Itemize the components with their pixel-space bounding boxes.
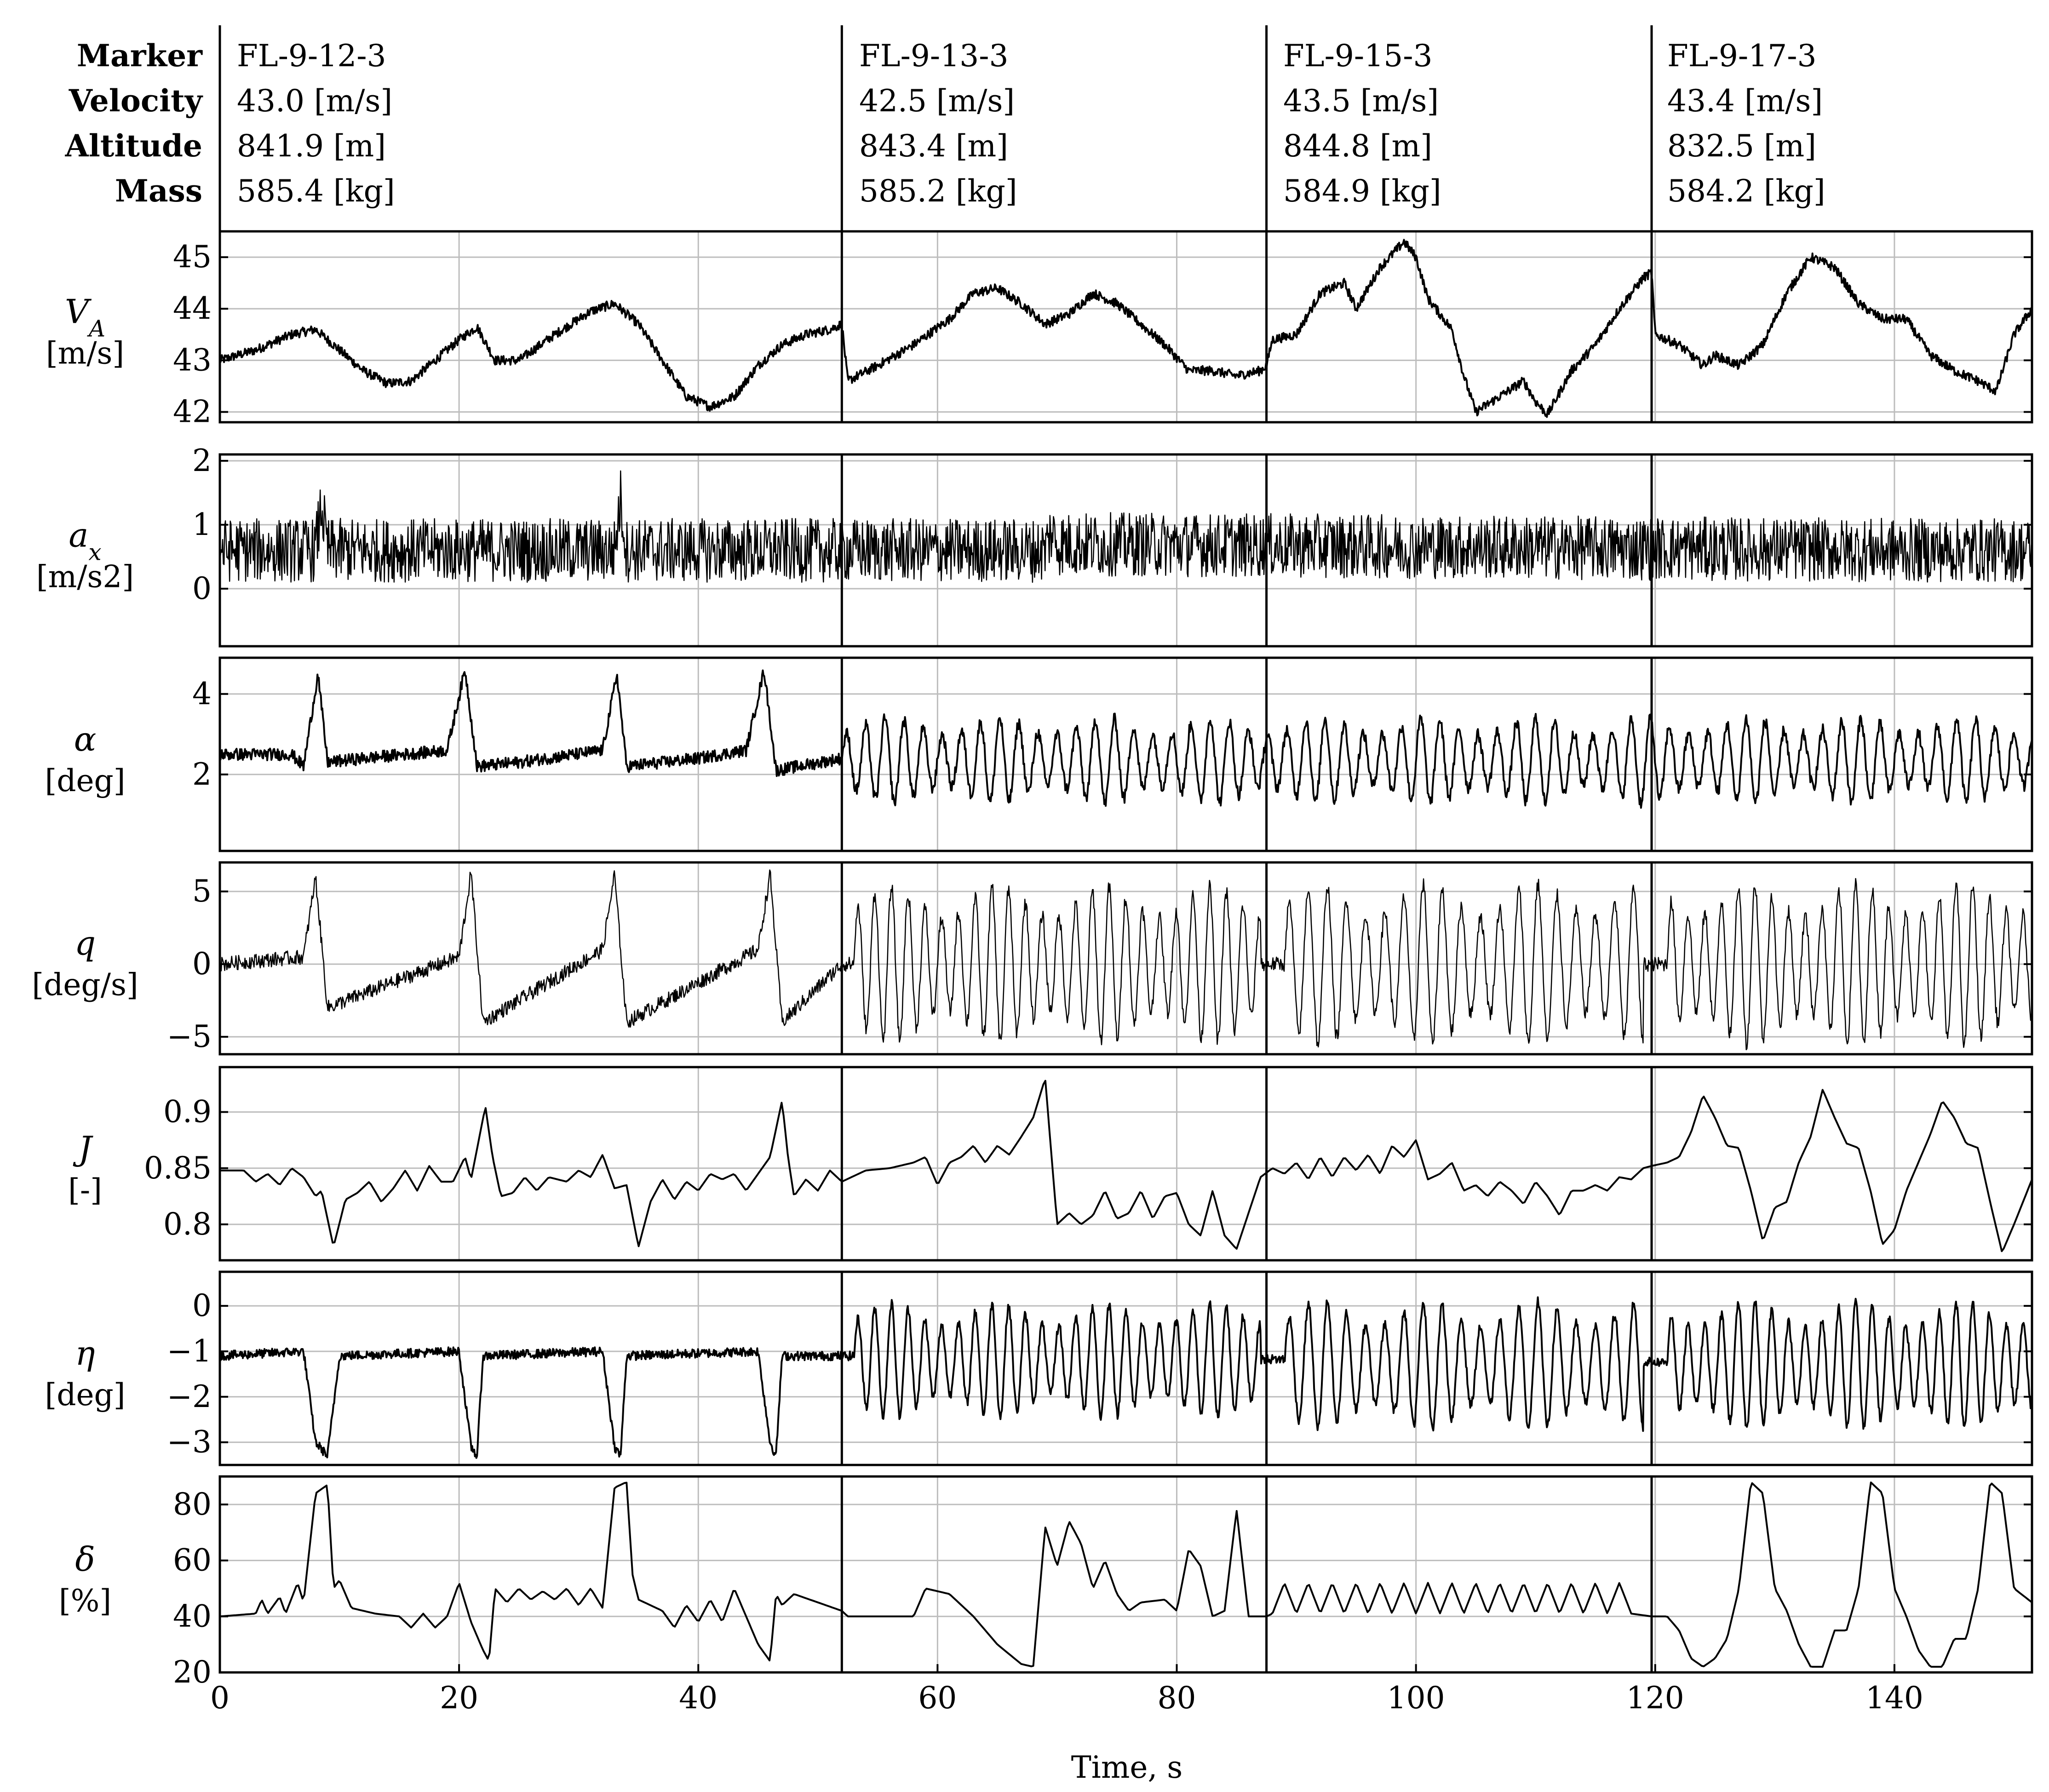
x-tick-label: 0 [210,1680,230,1716]
y-tick-label: −2 [167,1379,212,1414]
y-tick-label: 0.9 [163,1094,212,1130]
x-tick-label: 120 [1626,1680,1684,1716]
y-tick-label: 2 [192,757,212,792]
x-tick-label: 140 [1865,1680,1923,1716]
y-tick-label: 20 [173,1654,212,1690]
y-tick-label: 60 [173,1543,212,1578]
y-axis-symbol: δ [75,1540,95,1579]
x-axis: 0 20 40 60 80 100 120 140 [210,1664,1923,1716]
series-line [219,869,2033,1051]
header-altitude-value: 843.4 [m] [859,128,1008,164]
y-tick-label: −5 [167,1019,212,1054]
y-axis-symbol: J [73,1129,94,1168]
y-axis-unit: [deg] [45,1377,125,1413]
y-tick-label: 0 [192,946,212,982]
y-tick-label: 0.8 [163,1206,212,1242]
y-tick-label: 45 [173,239,212,275]
header-altitude-value: 832.5 [m] [1667,128,1816,164]
x-tick-label: 100 [1387,1680,1445,1716]
y-tick-label: −1 [167,1333,212,1369]
header-altitude-value: 844.8 [m] [1283,128,1432,164]
y-tick-label: 4 [192,676,212,712]
x-tick-label: 40 [679,1680,717,1716]
header-mass-value: 585.4 [kg] [237,173,395,209]
header-row-label: Velocity [69,83,203,119]
header-velocity-value: 43.5 [m/s] [1283,83,1439,119]
panel-5: −3 −2 −1 0 η [deg] [45,1270,2033,1466]
chart-panels: 42 43 44 45 VA[m/s] 0 1 2 ax[m/s2] 2 4 α [deg] −5 0 5 q [… [32,230,2033,1690]
panel-4: 0.8 0.85 0.9 J [-] [68,1066,2033,1262]
header-row-label: Altitude [65,128,202,164]
y-axis-symbol: ax [69,516,101,566]
header-velocity-value: 43.4 [m/s] [1667,83,1823,119]
header-mass-value: 585.2 [kg] [859,173,1017,209]
y-axis-symbol: α [74,720,97,758]
header-marker-value: FL-9-13-3 [859,38,1009,74]
y-tick-label: 0 [192,1288,212,1323]
y-tick-label: 42 [173,394,212,430]
series-line [220,1080,2033,1252]
x-tick-label: 20 [440,1680,478,1716]
panel-frame [218,1475,2033,1674]
y-axis-unit: [-] [68,1172,102,1208]
y-axis-unit: [deg/s] [32,967,138,1003]
header-velocity-value: 42.5 [m/s] [859,83,1015,119]
panel-0: 42 43 44 45 VA[m/s] [46,230,2033,430]
panel-2: 2 4 α [deg] [45,656,2033,852]
series-line [219,1296,2033,1459]
panel-1: 0 1 2 ax[m/s2] [36,443,2033,648]
panel-frame [218,230,2033,424]
header-mass-value: 584.9 [kg] [1283,173,1441,209]
panel-frame [218,1270,2033,1466]
header-marker-value: FL-9-12-3 [237,38,386,74]
y-axis-unit: [deg] [45,763,125,798]
header-row-label: Mass [115,173,202,209]
x-axis-label: Time, s [1071,1750,1183,1785]
series-line [219,470,2033,583]
y-axis-symbol: η [75,1334,95,1373]
y-tick-label: 40 [173,1598,212,1634]
y-tick-label: 5 [192,873,212,909]
panel-6: 20 40 60 80 δ [%] [59,1475,2033,1690]
y-axis-unit: [m/s] [46,336,124,371]
y-tick-label: 80 [173,1487,212,1522]
panel-frame [218,656,2033,852]
series-line [219,239,2033,418]
y-tick-label: 0.85 [144,1150,212,1186]
header-marker-value: FL-9-15-3 [1283,38,1433,74]
header-velocity-value: 43.0 [m/s] [237,83,392,119]
y-tick-label: −3 [167,1424,212,1460]
series-line [219,1482,2033,1668]
panel-frame [218,453,2033,648]
y-tick-label: 43 [173,342,212,378]
y-tick-label: 1 [192,507,212,542]
y-tick-label: 0 [192,571,212,606]
y-axis-symbol-subscript: x [88,539,101,566]
header-mass-value: 584.2 [kg] [1667,173,1825,209]
x-tick-label: 80 [1158,1680,1196,1716]
header-marker-value: FL-9-17-3 [1667,38,1817,74]
y-tick-label: 2 [192,443,212,478]
panel-3: −5 0 5 q [deg/s] [32,861,2033,1056]
header-altitude-value: 841.9 [m] [237,128,386,164]
y-axis-symbol: q [75,924,96,963]
x-tick-label: 60 [918,1680,957,1716]
panel-frame [218,1066,2033,1262]
y-axis-unit: [m/s2] [36,559,134,595]
y-axis-symbol-subscript: A [87,316,105,342]
y-tick-label: 44 [173,291,212,326]
header-row-label: Marker [77,38,203,74]
panel-frame [218,861,2033,1056]
flight-header: Marker Velocity Altitude Mass FL-9-12-3 43.0 … [65,25,1825,231]
series-line [219,669,2033,809]
y-axis-symbol: VA [65,293,105,342]
y-axis-unit: [%] [59,1583,111,1619]
